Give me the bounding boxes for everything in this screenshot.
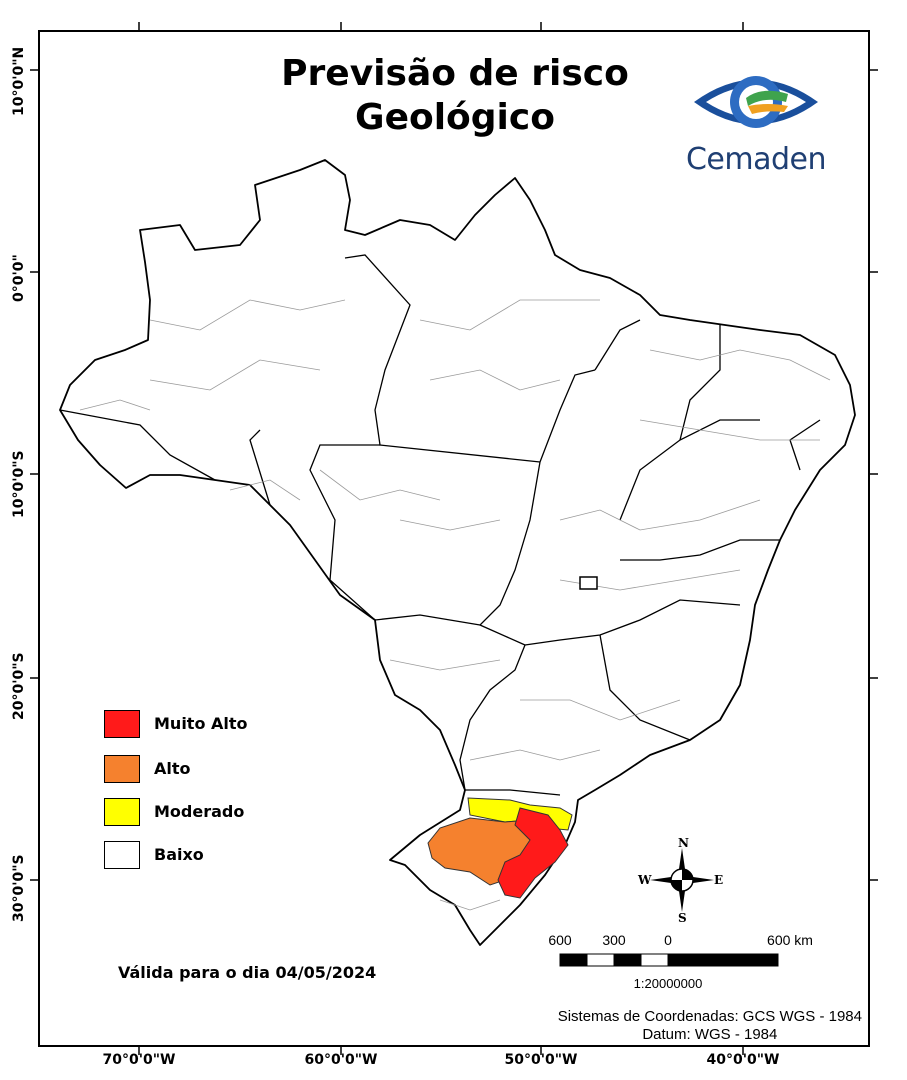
scale-bar (559, 953, 779, 967)
lat-label-10n: 10°0'0"N (11, 46, 27, 116)
legend-item-baixo: Baixo (104, 841, 304, 871)
coordinate-system-note: Sistemas de Coordenadas: GCS WGS - 1984 … (558, 1008, 862, 1044)
lon-label-70w: 70°0'0"W (102, 1052, 176, 1068)
legend-swatch-baixo (104, 841, 140, 869)
compass-east-label: E (714, 873, 724, 887)
legend-swatch-muito-alto (104, 710, 140, 738)
legend-swatch-moderado (104, 798, 140, 826)
risk-region-muito-alto (497, 807, 569, 899)
lon-label-60w: 60°0'0"W (304, 1052, 378, 1068)
lat-label-20s: 20°0'0"S (11, 652, 27, 720)
cemaden-eye-icon (694, 76, 818, 128)
scale-label-0: 0 (664, 932, 672, 948)
lat-label-10s: 10°0'0"S (11, 450, 27, 518)
lat-label-0: 0°0'0" (11, 254, 27, 302)
validity-date: Válida para o dia 04/05/2024 (118, 963, 377, 982)
coordinate-system-line1: Sistemas de Coordenadas: GCS WGS - 1984 (557, 1008, 862, 1025)
legend-label: Moderado (154, 802, 245, 821)
compass-rose-icon (650, 848, 714, 912)
lat-label-30s: 30°0'0"S (11, 854, 27, 922)
legend-item-moderado: Moderado (104, 798, 304, 828)
legend-item-alto: Alto (104, 755, 304, 785)
compass-north-label: N (678, 836, 689, 850)
coordinate-system-line2: Datum: WGS - 1984 (642, 1026, 778, 1043)
map-title: Previsão de risco Geológico (281, 53, 629, 138)
state-borders (59, 254, 821, 796)
legend-swatch-alto (104, 755, 140, 783)
legend-label: Muito Alto (154, 714, 248, 733)
compass-south-label: S (678, 911, 687, 925)
legend-label: Alto (154, 759, 191, 778)
legend-label: Baixo (154, 845, 204, 864)
scale-label-300: 300 (602, 932, 626, 948)
regional-borders (79, 299, 831, 911)
cemaden-logo: Cemaden (676, 62, 836, 186)
lon-label-50w: 50°0'0"W (504, 1052, 578, 1068)
compass-west-label: W (638, 873, 652, 887)
scale-label-600-km: 600 km (767, 932, 813, 948)
scale-ratio: 1:20000000 (633, 976, 703, 991)
lon-label-40w: 40°0'0"W (706, 1052, 780, 1068)
cemaden-logo-text: Cemaden (685, 142, 827, 177)
distrito-federal (579, 576, 598, 590)
graticule-ticks (30, 22, 878, 1055)
scale-label-600-left: 600 (548, 932, 572, 948)
legend-item-muito-alto: Muito Alto (104, 710, 304, 740)
